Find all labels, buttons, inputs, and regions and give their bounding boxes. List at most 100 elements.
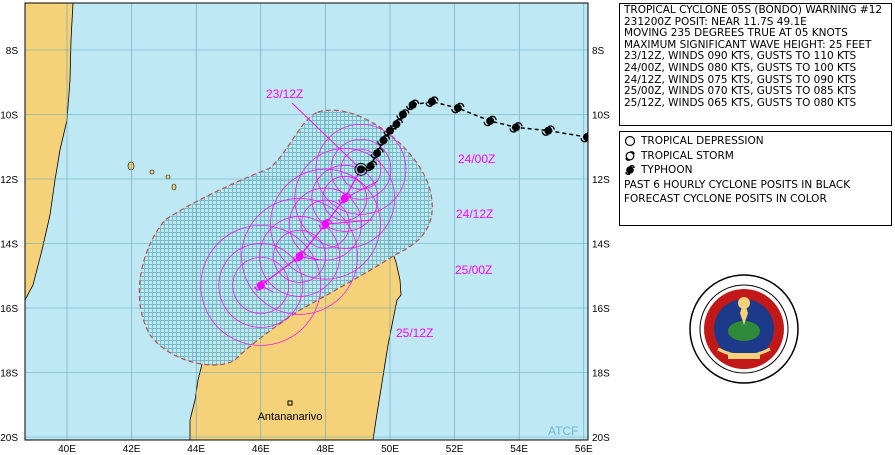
city-label: Antananarivo bbox=[258, 411, 323, 423]
atcf-credit: ATCF bbox=[548, 424, 578, 438]
past-position-marker bbox=[453, 104, 462, 113]
wind-radius-circle bbox=[273, 230, 326, 283]
latitude-label-right: 14S bbox=[592, 240, 610, 251]
forecast-time-label: 23/12Z bbox=[266, 87, 303, 101]
legend-label: TROPICAL DEPRESSION bbox=[641, 135, 764, 147]
typhoon-tail bbox=[515, 122, 523, 127]
typhoon-tail bbox=[376, 147, 384, 153]
typhoon-tail bbox=[383, 131, 391, 136]
typhoon-tail bbox=[370, 160, 378, 166]
forecast-line: 23/12Z, WINDS 090 KTS, GUSTS TO 110 KTS bbox=[624, 50, 857, 63]
forecast-line: 24/12Z, WINDS 075 KTS, GUSTS TO 090 KTS bbox=[624, 73, 857, 86]
forecast-tail bbox=[292, 257, 300, 262]
latitude-label-left: 10S bbox=[0, 111, 18, 122]
antananarivo-marker bbox=[287, 400, 293, 406]
forecast-tail bbox=[325, 218, 333, 224]
legend-item: TROPICAL STORM bbox=[624, 149, 887, 164]
wind-radius-circle bbox=[340, 148, 382, 190]
wind-radius-circle bbox=[315, 123, 407, 215]
past-position-marker bbox=[366, 162, 375, 171]
forecast-tail bbox=[260, 280, 268, 285]
wind-radius-circle bbox=[200, 225, 322, 346]
longitude-label: 50E bbox=[381, 444, 399, 455]
past-position-marker bbox=[427, 97, 436, 106]
wind-radius-circle bbox=[232, 257, 290, 314]
latitude-label-right: 12S bbox=[592, 175, 610, 186]
latitude-label-right: 8S bbox=[592, 46, 605, 57]
typhoon-tail bbox=[483, 121, 491, 127]
forecast-time-label: 24/12Z bbox=[456, 207, 493, 221]
legend-item: TROPICAL DEPRESSION bbox=[624, 134, 887, 149]
legend-item: TYPHOON bbox=[624, 163, 887, 178]
forecast-position-marker bbox=[295, 252, 304, 261]
past-position-marker bbox=[511, 123, 520, 132]
typhoon-tail bbox=[451, 108, 459, 114]
latitude-label-left: 16S bbox=[0, 304, 18, 315]
past-position-marker bbox=[373, 149, 382, 158]
forecast-time-label: 25/12Z bbox=[396, 326, 433, 340]
forecast-line: 25/00Z, WINDS 070 KTS, GUSTS TO 085 KTS bbox=[624, 85, 857, 98]
warning-title: TROPICAL CYCLONE 05S (BONDO) WARNING #12 bbox=[624, 4, 883, 16]
typhoon-symbol-icon bbox=[625, 165, 635, 176]
typhoon-tail bbox=[548, 125, 555, 130]
past-position-marker bbox=[408, 100, 417, 109]
latitude-label-right: 16S bbox=[592, 304, 610, 315]
typhoon-tail bbox=[396, 115, 404, 120]
longitude-label: 42E bbox=[123, 444, 141, 455]
forecast-position-marker bbox=[340, 194, 349, 203]
typhoon-tail bbox=[376, 141, 384, 146]
typhoon-tail bbox=[541, 131, 549, 136]
longitude-label: 56E bbox=[575, 444, 593, 455]
past-position-marker bbox=[386, 126, 394, 135]
forecast-tail bbox=[344, 193, 352, 198]
latitude-label-left: 12S bbox=[0, 175, 18, 186]
comoros-island bbox=[149, 169, 155, 175]
wind-radius-circle bbox=[301, 199, 350, 249]
typhoon-tail bbox=[412, 99, 420, 105]
current-position-ring bbox=[354, 162, 368, 176]
wind-radius-circle bbox=[270, 168, 381, 280]
typhoon-tail bbox=[383, 135, 391, 140]
typhoon-tail bbox=[402, 109, 410, 114]
typhoon-tail bbox=[389, 125, 397, 130]
typhoon-tail bbox=[580, 137, 588, 143]
forecast-label-leader bbox=[325, 219, 373, 225]
forecast-line: 25/12Z, WINDS 065 KTS, GUSTS TO 080 KTS bbox=[624, 96, 857, 109]
warning-wave-height: MAXIMUM SIGNIFICANT WAVE HEIGHT: 25 FEET bbox=[624, 38, 872, 51]
latitude-label-right: 20S bbox=[592, 433, 610, 444]
typhoon-tail bbox=[425, 102, 433, 107]
forecast-label-leader bbox=[291, 102, 362, 170]
typhoon-tail bbox=[370, 154, 378, 159]
legend-note-past: PAST 6 HOURLY CYCLONE POSITS IN BLACK bbox=[624, 178, 851, 191]
wind-radius-circle bbox=[259, 216, 340, 297]
past-position-marker bbox=[398, 110, 407, 119]
forecast-tail bbox=[318, 224, 326, 230]
wind-radius-circle bbox=[218, 243, 304, 328]
africa-land bbox=[25, 3, 74, 301]
storm-symbol-icon bbox=[625, 150, 635, 161]
longitude-label: 40E bbox=[58, 444, 76, 455]
forecast-position-marker bbox=[321, 220, 330, 229]
latitude-label-left: 14S bbox=[0, 240, 18, 251]
typhoon-tail bbox=[396, 118, 404, 124]
longitude-label: 46E bbox=[252, 444, 270, 455]
comoros-island bbox=[165, 174, 171, 180]
forecast-tail bbox=[338, 199, 346, 204]
wind-radius-circle bbox=[241, 198, 358, 315]
legend-label: TYPHOON bbox=[641, 164, 693, 176]
longitude-label: 48E bbox=[317, 444, 335, 455]
latitude-label-left: 20S bbox=[0, 433, 18, 444]
typhoon-tail bbox=[509, 128, 517, 133]
latitude-label-left: 8S bbox=[6, 46, 19, 57]
typhoon-tail bbox=[457, 102, 465, 108]
typhoon-tail bbox=[405, 105, 413, 111]
forecast-tail bbox=[299, 251, 307, 256]
mayotte-island bbox=[171, 183, 177, 191]
longitude-label: 54E bbox=[510, 444, 528, 455]
wind-radii bbox=[200, 123, 407, 346]
past-position-marker bbox=[486, 116, 495, 125]
latitude-label-right: 10S bbox=[592, 111, 610, 122]
legend-label: TROPICAL STORM bbox=[641, 149, 734, 162]
forecast-line: 24/00Z, WINDS 080 KTS, GUSTS TO 100 KTS bbox=[624, 61, 857, 74]
map-gridlines bbox=[25, 3, 588, 440]
